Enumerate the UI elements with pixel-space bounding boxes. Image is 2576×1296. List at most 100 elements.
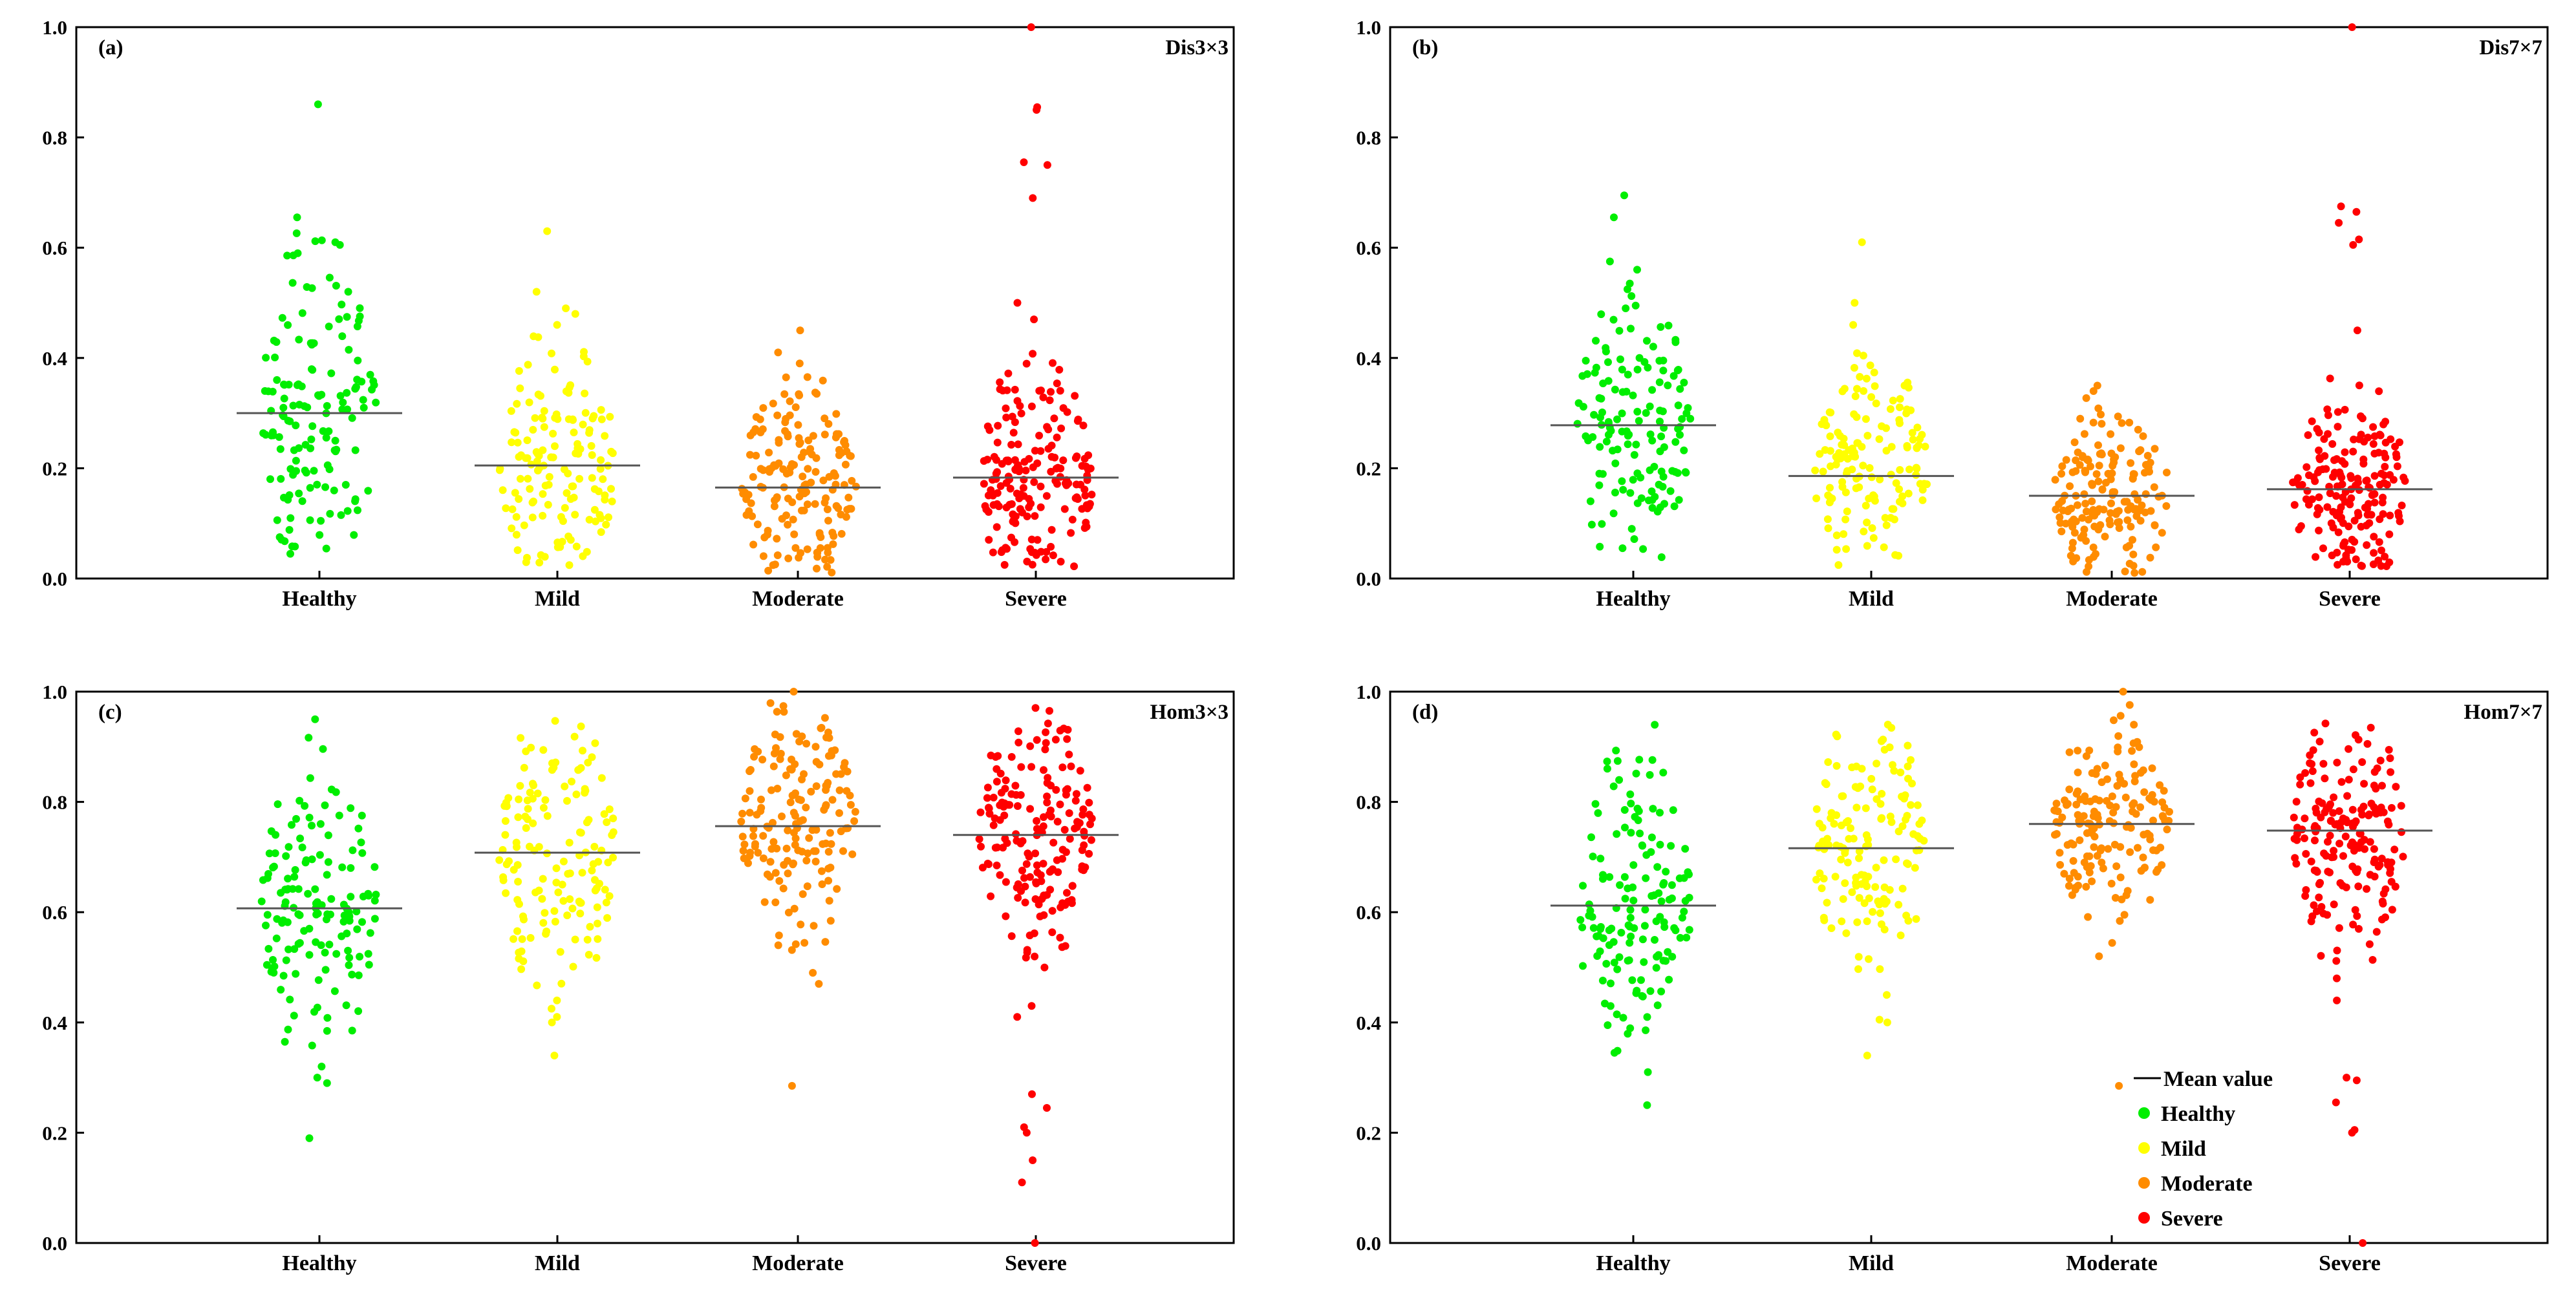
data-point: [2122, 891, 2131, 899]
data-point: [322, 544, 330, 553]
data-point: [1030, 478, 1038, 486]
data-point: [541, 482, 550, 490]
data-point: [316, 851, 324, 859]
data-point: [1042, 555, 1050, 564]
data-point: [1867, 774, 1876, 783]
data-point: [985, 809, 994, 818]
data-point: [572, 542, 581, 551]
data-point: [2394, 509, 2403, 517]
data-point: [823, 562, 832, 571]
data-point: [584, 758, 592, 767]
data-point: [2076, 836, 2084, 844]
data-point: [300, 927, 308, 935]
data-point: [301, 858, 310, 867]
data-point: [825, 897, 833, 905]
data-point: [791, 544, 800, 552]
data-point: [2074, 873, 2082, 881]
data-point: [1036, 482, 1045, 491]
data-point: [821, 414, 829, 423]
data-point: [561, 782, 569, 791]
data-point: [1047, 467, 1055, 476]
data-point: [851, 807, 859, 816]
data-point: [539, 875, 547, 883]
data-point: [2349, 920, 2357, 929]
data-point: [359, 396, 367, 404]
data-point: [1640, 958, 1648, 966]
data-point: [1882, 447, 1891, 455]
data-point: [518, 935, 526, 943]
data-point: [2321, 774, 2329, 783]
data-point: [2381, 913, 2389, 922]
data-point: [305, 1134, 314, 1142]
data-point: [2315, 738, 2324, 746]
data-point: [1014, 880, 1022, 888]
data-point: [516, 474, 524, 483]
data-point: [348, 970, 356, 979]
data-point: [1068, 882, 1077, 890]
data-point: [2094, 477, 2103, 485]
data-point: [1036, 871, 1045, 879]
data-point: [1648, 487, 1656, 496]
data-point: [1680, 446, 1688, 454]
data-point: [1061, 479, 1069, 487]
data-point: [539, 919, 548, 927]
data-point: [1609, 782, 1618, 791]
data-point: [317, 516, 325, 525]
data-point: [1883, 1018, 1891, 1026]
data-point: [2143, 452, 2152, 460]
data-point: [2379, 900, 2387, 908]
data-point: [1627, 525, 1636, 533]
data-point: [2352, 731, 2359, 739]
data-point: [1851, 299, 1859, 307]
data-point: [797, 920, 805, 929]
data-point: [789, 809, 798, 817]
data-point: [553, 538, 562, 547]
data-point: [2138, 501, 2146, 509]
data-point: [791, 834, 800, 843]
data-point: [588, 474, 596, 482]
data-point: [551, 365, 559, 374]
data-point: [585, 426, 594, 434]
data-point: [352, 908, 361, 916]
data-point: [368, 385, 376, 394]
data-point: [541, 909, 549, 917]
data-point: [2308, 767, 2317, 775]
data-point: [1590, 410, 1598, 419]
data-point: [308, 1041, 316, 1050]
data-point: [2341, 498, 2349, 506]
data-point: [2302, 495, 2310, 504]
data-point: [291, 542, 299, 551]
data-point: [2396, 438, 2403, 447]
data-point: [286, 514, 295, 522]
data-point: [544, 500, 552, 509]
data-point: [1621, 895, 1629, 903]
data-point: [581, 409, 590, 417]
data-point: [2116, 444, 2125, 452]
data-point: [812, 782, 821, 791]
data-point: [1602, 344, 1610, 352]
data-point: [1838, 387, 1847, 396]
data-point: [552, 758, 560, 767]
data-point: [989, 501, 998, 509]
data-point: [2095, 952, 2103, 961]
data-point: [1087, 836, 1095, 844]
data-point: [1626, 906, 1635, 914]
data-point: [548, 349, 555, 357]
data-point: [345, 908, 353, 917]
data-point: [789, 688, 798, 696]
data-point: [780, 390, 789, 398]
data-point: [590, 842, 599, 851]
data-point: [2306, 779, 2315, 787]
data-point: [559, 897, 568, 905]
data-point: [989, 821, 998, 829]
data-point: [1641, 906, 1649, 914]
y-tick-label: 0.8: [42, 791, 67, 814]
data-point: [569, 962, 577, 971]
data-point: [1649, 805, 1657, 813]
data-point: [2319, 465, 2327, 473]
data-point: [975, 835, 983, 844]
data-point: [2350, 1126, 2359, 1134]
data-point: [1624, 884, 1632, 893]
data-point: [2333, 974, 2341, 983]
plot-frame: [1389, 26, 2549, 580]
